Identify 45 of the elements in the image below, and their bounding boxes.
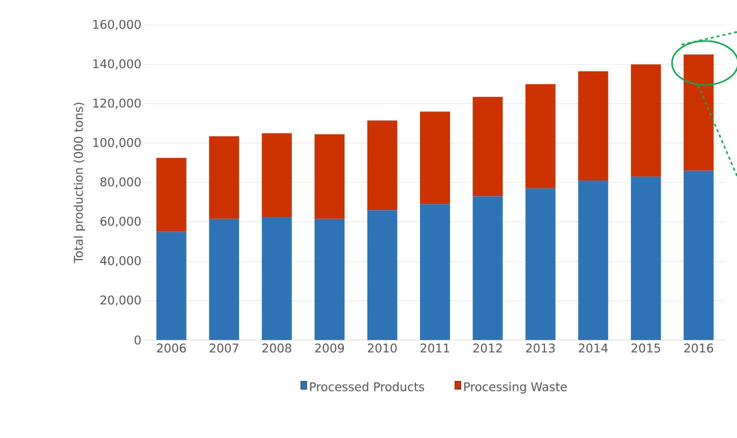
- legend-label: Processing Waste: [464, 382, 567, 394]
- y-tick-label: 160,000: [93, 20, 141, 30]
- bar: [525, 188, 556, 340]
- bar: [367, 210, 398, 340]
- legend-label: Processed Products: [310, 382, 424, 392]
- bar: [420, 204, 450, 340]
- bar: [630, 176, 661, 340]
- bar: [630, 64, 661, 177]
- x-tick-label: 2006: [157, 344, 186, 353]
- bar: [262, 133, 292, 217]
- y-tick-label: 0: [134, 335, 141, 345]
- bar: [420, 112, 450, 204]
- bar: [578, 71, 608, 181]
- bar: [367, 120, 398, 210]
- y-tick-label: 100,000: [93, 138, 141, 148]
- x-tick-label: 2015: [632, 344, 660, 353]
- bar: [472, 196, 503, 340]
- x-tick-label: 2009: [315, 344, 344, 353]
- bar: [684, 54, 714, 171]
- x-tick-label: 2010: [368, 344, 397, 353]
- bar: [156, 232, 186, 340]
- y-tick-label: 40,000: [100, 256, 141, 266]
- y-tick-label: 120,000: [93, 98, 141, 109]
- y-axis-title: Total production (000 tons): [74, 102, 86, 264]
- x-tick-label: 2007: [210, 344, 238, 353]
- x-tick-label: 2016: [684, 344, 714, 353]
- x-tick-label: 2013: [526, 344, 555, 353]
- bar: [578, 180, 608, 340]
- y-tick-label: 80,000: [100, 177, 141, 188]
- x-tick-label: 2011: [420, 344, 450, 353]
- bar: [209, 136, 240, 219]
- bar: [472, 96, 503, 196]
- bar: [314, 218, 345, 340]
- bar: [684, 170, 714, 340]
- bar: [209, 218, 240, 340]
- bar: [156, 158, 186, 232]
- bar: [314, 134, 345, 219]
- bar: [525, 84, 556, 188]
- y-tick-label: 20,000: [100, 295, 141, 306]
- y-tick-label: 140,000: [93, 59, 141, 70]
- x-tick-label: 2014: [578, 344, 608, 353]
- x-tick-label: 2012: [473, 344, 502, 353]
- y-tick-label: 60,000: [100, 216, 141, 228]
- x-tick-label: 2008: [262, 344, 292, 353]
- bar: [262, 216, 292, 340]
